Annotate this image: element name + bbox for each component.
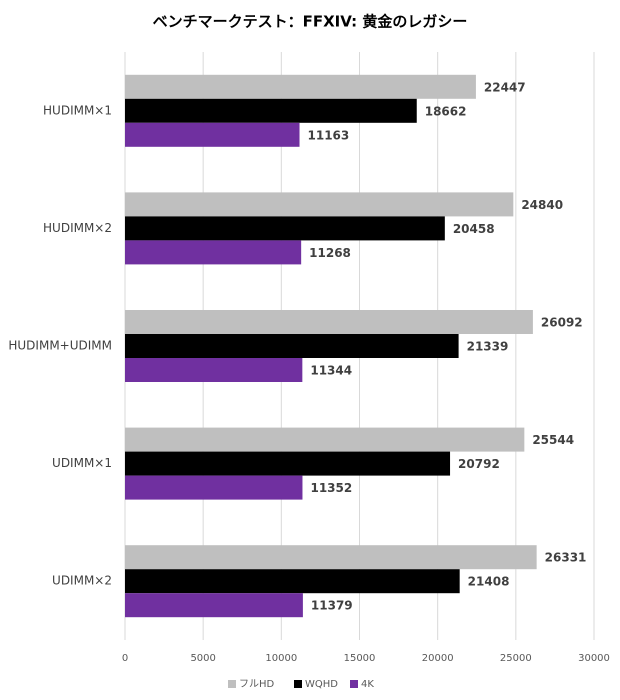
chart-title: ベンチマークテスト：FFXIV: 黄金のレガシー: [153, 13, 468, 31]
bar: [125, 475, 303, 500]
legend-label: 4K: [361, 679, 374, 690]
y-tick-label: HUDIMM+UDIMM: [8, 339, 112, 353]
value-label: 24840: [521, 198, 563, 212]
value-label: 21408: [468, 575, 510, 589]
bar: [125, 240, 302, 265]
value-label: 20458: [453, 222, 495, 236]
x-tick-label: 20000: [422, 653, 454, 664]
value-label: 26092: [541, 316, 583, 330]
x-tick-label: 10000: [265, 653, 297, 664]
x-tick-label: 30000: [578, 653, 610, 664]
bar: [125, 334, 459, 358]
value-label: 11344: [310, 364, 352, 378]
bar: [125, 451, 451, 476]
legend-label: フルHD: [239, 679, 275, 690]
y-tick-label: UDIMM×2: [52, 574, 112, 588]
y-tick-label: HUDIMM×2: [43, 221, 112, 235]
x-tick-label: 5000: [190, 653, 215, 664]
legend-swatch: [350, 680, 358, 688]
value-label: 21339: [467, 340, 509, 354]
bar: [125, 98, 417, 123]
bar: [125, 310, 533, 334]
x-tick-label: 0: [122, 653, 128, 664]
value-label: 25544: [532, 433, 574, 447]
y-tick-label: UDIMM×1: [52, 456, 112, 470]
bar: [125, 74, 476, 99]
value-label: 11379: [311, 599, 353, 613]
value-label: 11352: [310, 481, 352, 495]
legend-swatch: [228, 680, 236, 688]
bar: [125, 216, 445, 241]
value-label: 11163: [308, 128, 350, 142]
y-tick-label: HUDIMM×1: [43, 103, 112, 117]
x-tick-label: 15000: [344, 653, 376, 664]
bar: [125, 593, 303, 618]
value-label: 26331: [545, 551, 587, 565]
x-tick-label: 25000: [500, 653, 532, 664]
bar: [125, 122, 300, 147]
value-label: 22447: [484, 80, 526, 94]
value-label: 20792: [458, 457, 500, 471]
bar: [125, 192, 514, 217]
bar: [125, 545, 537, 570]
value-label: 18662: [425, 104, 467, 118]
bar: [125, 427, 525, 452]
bar: [125, 358, 303, 382]
bar: [125, 569, 460, 594]
legend-label: WQHD: [305, 679, 338, 690]
value-label: 11268: [309, 246, 351, 260]
legend-swatch: [294, 680, 302, 688]
